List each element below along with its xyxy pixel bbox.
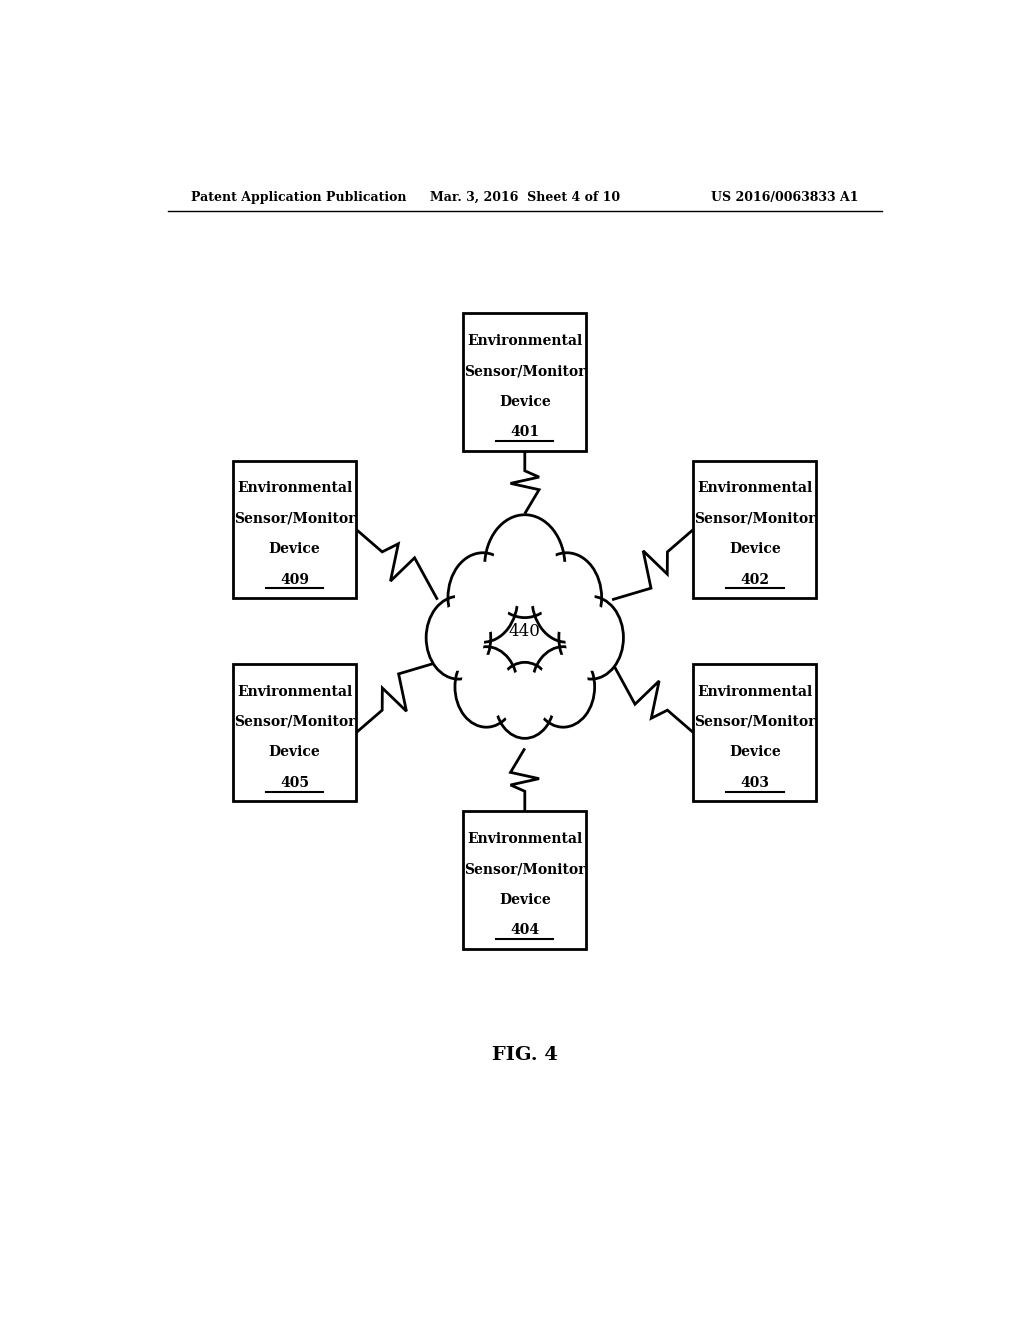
Text: Device: Device: [729, 543, 781, 556]
FancyBboxPatch shape: [463, 313, 587, 450]
Text: Sensor/Monitor: Sensor/Monitor: [233, 715, 355, 729]
Text: US 2016/0063833 A1: US 2016/0063833 A1: [711, 190, 858, 203]
Text: Environmental: Environmental: [697, 482, 813, 495]
Text: Device: Device: [268, 746, 321, 759]
Text: Environmental: Environmental: [467, 832, 583, 846]
Text: Device: Device: [268, 543, 321, 556]
Text: Device: Device: [499, 892, 551, 907]
Text: 440: 440: [509, 623, 541, 639]
Text: Environmental: Environmental: [467, 334, 583, 348]
Circle shape: [447, 553, 518, 643]
Circle shape: [484, 515, 565, 618]
Text: Mar. 3, 2016  Sheet 4 of 10: Mar. 3, 2016 Sheet 4 of 10: [430, 190, 620, 203]
Circle shape: [538, 655, 589, 719]
Text: Environmental: Environmental: [697, 685, 813, 698]
Circle shape: [426, 597, 490, 678]
Text: 405: 405: [281, 776, 309, 789]
Text: FIG. 4: FIG. 4: [492, 1045, 558, 1064]
Circle shape: [461, 655, 512, 719]
Circle shape: [531, 647, 595, 727]
Circle shape: [501, 671, 549, 731]
Text: 404: 404: [510, 924, 540, 937]
Text: 409: 409: [281, 573, 309, 586]
FancyBboxPatch shape: [463, 812, 587, 949]
Circle shape: [559, 597, 624, 678]
Text: Patent Application Publication: Patent Application Publication: [191, 190, 407, 203]
Circle shape: [565, 605, 617, 671]
Text: Environmental: Environmental: [237, 482, 352, 495]
Circle shape: [496, 663, 554, 738]
Circle shape: [539, 562, 595, 634]
Circle shape: [455, 562, 511, 634]
Text: Environmental: Environmental: [237, 685, 352, 698]
Circle shape: [432, 605, 484, 671]
Circle shape: [455, 647, 518, 727]
FancyBboxPatch shape: [233, 664, 356, 801]
FancyBboxPatch shape: [233, 461, 356, 598]
Text: 402: 402: [740, 573, 769, 586]
FancyBboxPatch shape: [693, 461, 816, 598]
FancyBboxPatch shape: [693, 664, 816, 801]
Text: Device: Device: [729, 746, 781, 759]
Text: Sensor/Monitor: Sensor/Monitor: [464, 364, 586, 379]
Text: 403: 403: [740, 776, 769, 789]
Text: 401: 401: [510, 425, 540, 440]
Circle shape: [531, 553, 602, 643]
Text: Sensor/Monitor: Sensor/Monitor: [694, 715, 816, 729]
Text: Sensor/Monitor: Sensor/Monitor: [233, 512, 355, 525]
Text: Device: Device: [499, 395, 551, 409]
Circle shape: [493, 525, 557, 607]
Text: Sensor/Monitor: Sensor/Monitor: [694, 512, 816, 525]
Text: Sensor/Monitor: Sensor/Monitor: [464, 862, 586, 876]
